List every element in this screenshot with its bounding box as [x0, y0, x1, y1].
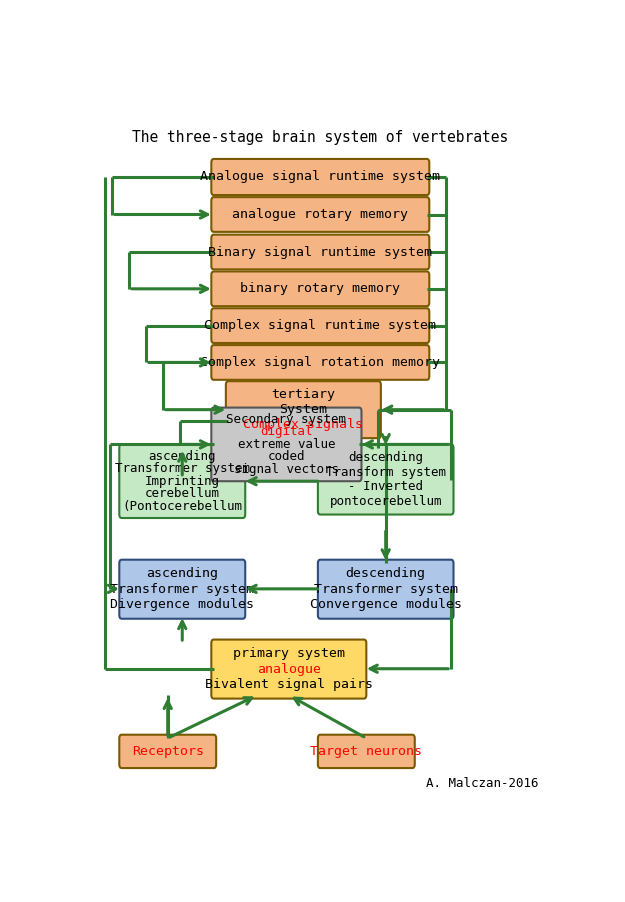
FancyBboxPatch shape — [211, 198, 429, 232]
Text: pontocerebellum: pontocerebellum — [329, 495, 442, 508]
Text: Transformer system: Transformer system — [115, 462, 250, 475]
Text: Complex signal runtime system: Complex signal runtime system — [204, 319, 436, 332]
Text: cerebellum: cerebellum — [145, 487, 220, 501]
FancyBboxPatch shape — [119, 735, 216, 769]
FancyBboxPatch shape — [119, 445, 245, 518]
Text: System: System — [279, 403, 328, 416]
Text: binary rotary memory: binary rotary memory — [240, 282, 401, 295]
Text: digital: digital — [260, 426, 312, 438]
Text: primary system: primary system — [233, 647, 345, 659]
Text: descending: descending — [346, 567, 426, 580]
Text: (Pontocerebellum: (Pontocerebellum — [122, 500, 242, 513]
Text: Complex signals: Complex signals — [243, 419, 363, 431]
Text: Complex signal rotation memory: Complex signal rotation memory — [200, 356, 440, 369]
Text: signal vectors: signal vectors — [234, 463, 339, 476]
Text: analogue rotary memory: analogue rotary memory — [232, 208, 408, 221]
Text: Divergence modules: Divergence modules — [110, 599, 254, 612]
FancyBboxPatch shape — [211, 408, 361, 481]
Text: - Inverted: - Inverted — [348, 481, 423, 493]
Text: Secondary system: Secondary system — [226, 413, 346, 426]
Text: Transformer system: Transformer system — [314, 583, 458, 595]
FancyBboxPatch shape — [226, 382, 381, 438]
Text: coded: coded — [268, 450, 305, 464]
FancyBboxPatch shape — [318, 735, 415, 769]
Text: Bivalent signal pairs: Bivalent signal pairs — [205, 678, 373, 691]
Text: ascending: ascending — [146, 567, 218, 580]
FancyBboxPatch shape — [211, 159, 429, 195]
Text: extreme value: extreme value — [238, 437, 335, 451]
FancyBboxPatch shape — [318, 445, 454, 514]
FancyBboxPatch shape — [211, 640, 366, 698]
FancyBboxPatch shape — [211, 345, 429, 380]
Text: Convergence modules: Convergence modules — [310, 599, 462, 612]
Text: Transform system: Transform system — [326, 465, 446, 479]
FancyBboxPatch shape — [211, 308, 429, 343]
FancyBboxPatch shape — [211, 272, 429, 306]
Text: Receptors: Receptors — [132, 745, 204, 758]
Text: Imprinting: Imprinting — [145, 474, 220, 488]
Text: Transformer system: Transformer system — [110, 583, 254, 595]
Text: descending: descending — [348, 451, 423, 464]
Text: The three-stage brain system of vertebrates: The three-stage brain system of vertebra… — [132, 130, 509, 145]
Text: A. Malczan-2016: A. Malczan-2016 — [426, 778, 538, 790]
FancyBboxPatch shape — [211, 235, 429, 270]
Text: Binary signal runtime system: Binary signal runtime system — [208, 245, 432, 259]
FancyBboxPatch shape — [318, 559, 454, 619]
Text: ascending: ascending — [149, 449, 216, 463]
Text: Target neurons: Target neurons — [311, 745, 422, 758]
Text: analogue: analogue — [257, 663, 321, 676]
FancyBboxPatch shape — [119, 559, 245, 619]
Text: Analogue signal runtime system: Analogue signal runtime system — [200, 170, 440, 183]
Text: tertiary: tertiary — [271, 388, 336, 401]
